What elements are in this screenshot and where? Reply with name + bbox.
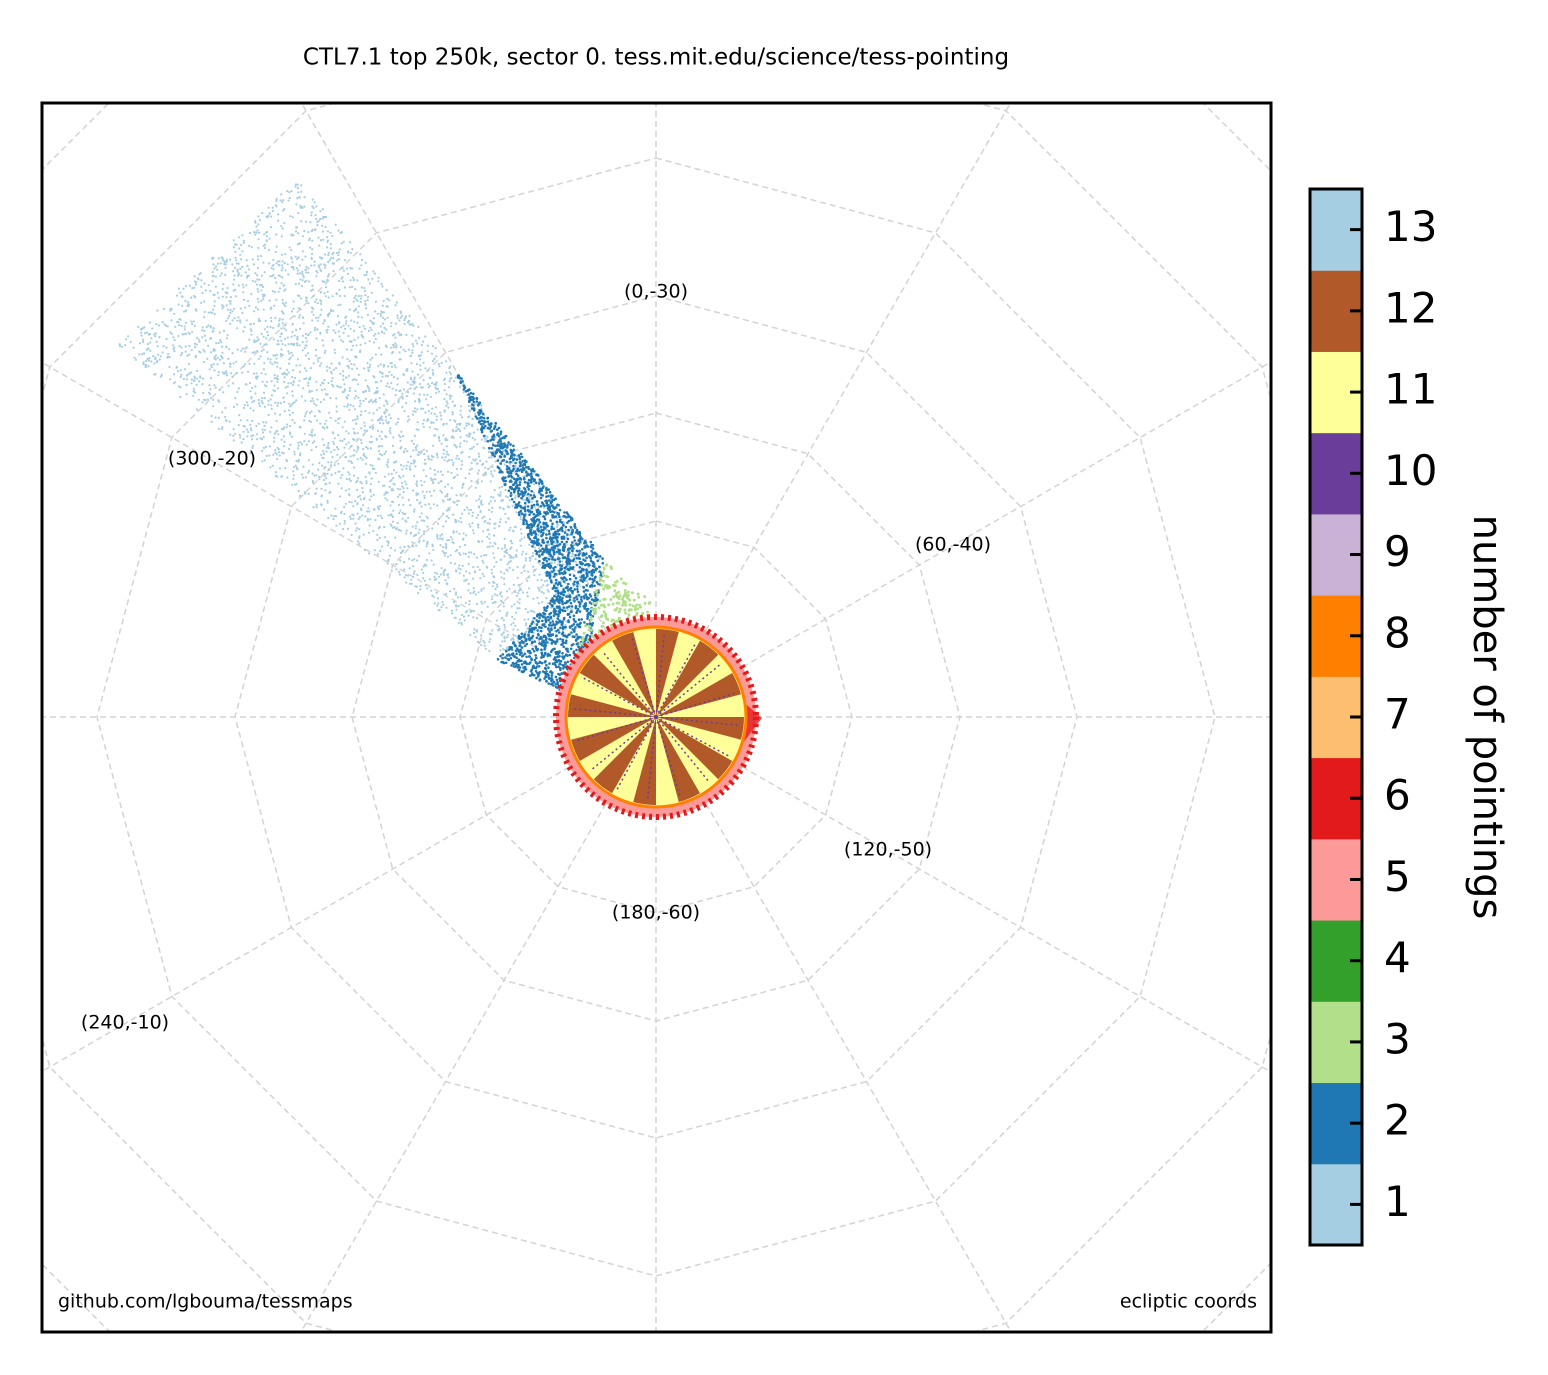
star-cloud (118, 183, 601, 656)
graticule-ring (42, 103, 1271, 1332)
disk-spoke (655, 716, 732, 758)
plot-frame (40, 101, 1273, 1334)
grid-label: (300,-20) (168, 448, 256, 470)
grid-label: (60,-40) (915, 534, 991, 556)
footnote: github.com/lgbouma/tessmaps (58, 1291, 353, 1313)
colorbar-tick-label: 13 (1384, 202, 1437, 251)
graticule-line (655, 361, 1271, 718)
colorbar-tick-label: 12 (1384, 283, 1437, 332)
colorbar-tick-label: 9 (1384, 527, 1411, 576)
graticule-ring (96, 157, 1216, 1277)
graticule-line (42, 716, 657, 1073)
grid-label: (120,-50) (844, 839, 932, 861)
disk-spoke (630, 635, 657, 718)
colorbar-tick-label: 3 (1384, 1014, 1411, 1063)
disk-wedge (612, 631, 656, 717)
disk-spoke (615, 716, 657, 793)
footnote: ecliptic coords (1120, 1291, 1257, 1313)
disk-spoke (580, 676, 657, 718)
disk-wedge (579, 654, 656, 717)
colorbar-tick-label: 5 (1384, 852, 1411, 901)
graticule-line (655, 716, 1271, 1073)
overlap-disk (553, 614, 762, 820)
disk-spoke (655, 716, 741, 727)
grid-label: (0,-30) (624, 281, 688, 303)
colorbar-tick-label: 11 (1384, 365, 1437, 414)
grid-label: (180,-60) (612, 902, 700, 924)
disk-spoke (655, 716, 682, 799)
colorbar-tick-label: 2 (1384, 1096, 1411, 1145)
disk-wedge (656, 629, 679, 717)
disk-wedge (568, 694, 656, 717)
disk-spoke (601, 650, 657, 718)
disk-wedge (633, 717, 656, 805)
disk-wedge (656, 640, 719, 717)
disk-wedge (593, 717, 656, 794)
graticule-line (300, 103, 657, 718)
colorbar-tick-label: 4 (1384, 933, 1411, 982)
disk-spoke (574, 716, 657, 743)
disk-spoke (571, 707, 657, 718)
disk-spoke (655, 641, 697, 718)
disk-wedge (656, 717, 744, 740)
colorbar-tick-label: 1 (1384, 1177, 1411, 1226)
disk-spoke (589, 716, 657, 772)
colorbar-tick-label: 10 (1384, 446, 1437, 495)
disk-wedge (570, 717, 656, 761)
colorbar-tick-label: 6 (1384, 771, 1411, 820)
disk-wedge (656, 673, 742, 717)
colorbar-label: number of pointings (1464, 515, 1510, 920)
colorbar-tick-label: 7 (1384, 690, 1411, 739)
disk-spoke (646, 716, 657, 802)
disk-wedge (656, 717, 733, 780)
disk-spoke (655, 716, 711, 784)
disk-spoke (655, 691, 738, 718)
graticule-line (655, 716, 1012, 1332)
disk-wedge (656, 717, 700, 803)
graticule-line (655, 103, 1012, 718)
colorbar-tick-label: 8 (1384, 608, 1411, 657)
grid-label: (240,-10) (81, 1012, 169, 1034)
chart-title: CTL7.1 top 250k, sector 0. tess.mit.edu/… (303, 45, 1009, 71)
disk-spoke (655, 662, 723, 718)
graticule-line (300, 716, 657, 1332)
colorbar-frame (1308, 187, 1364, 1247)
disk-spoke (655, 632, 666, 718)
